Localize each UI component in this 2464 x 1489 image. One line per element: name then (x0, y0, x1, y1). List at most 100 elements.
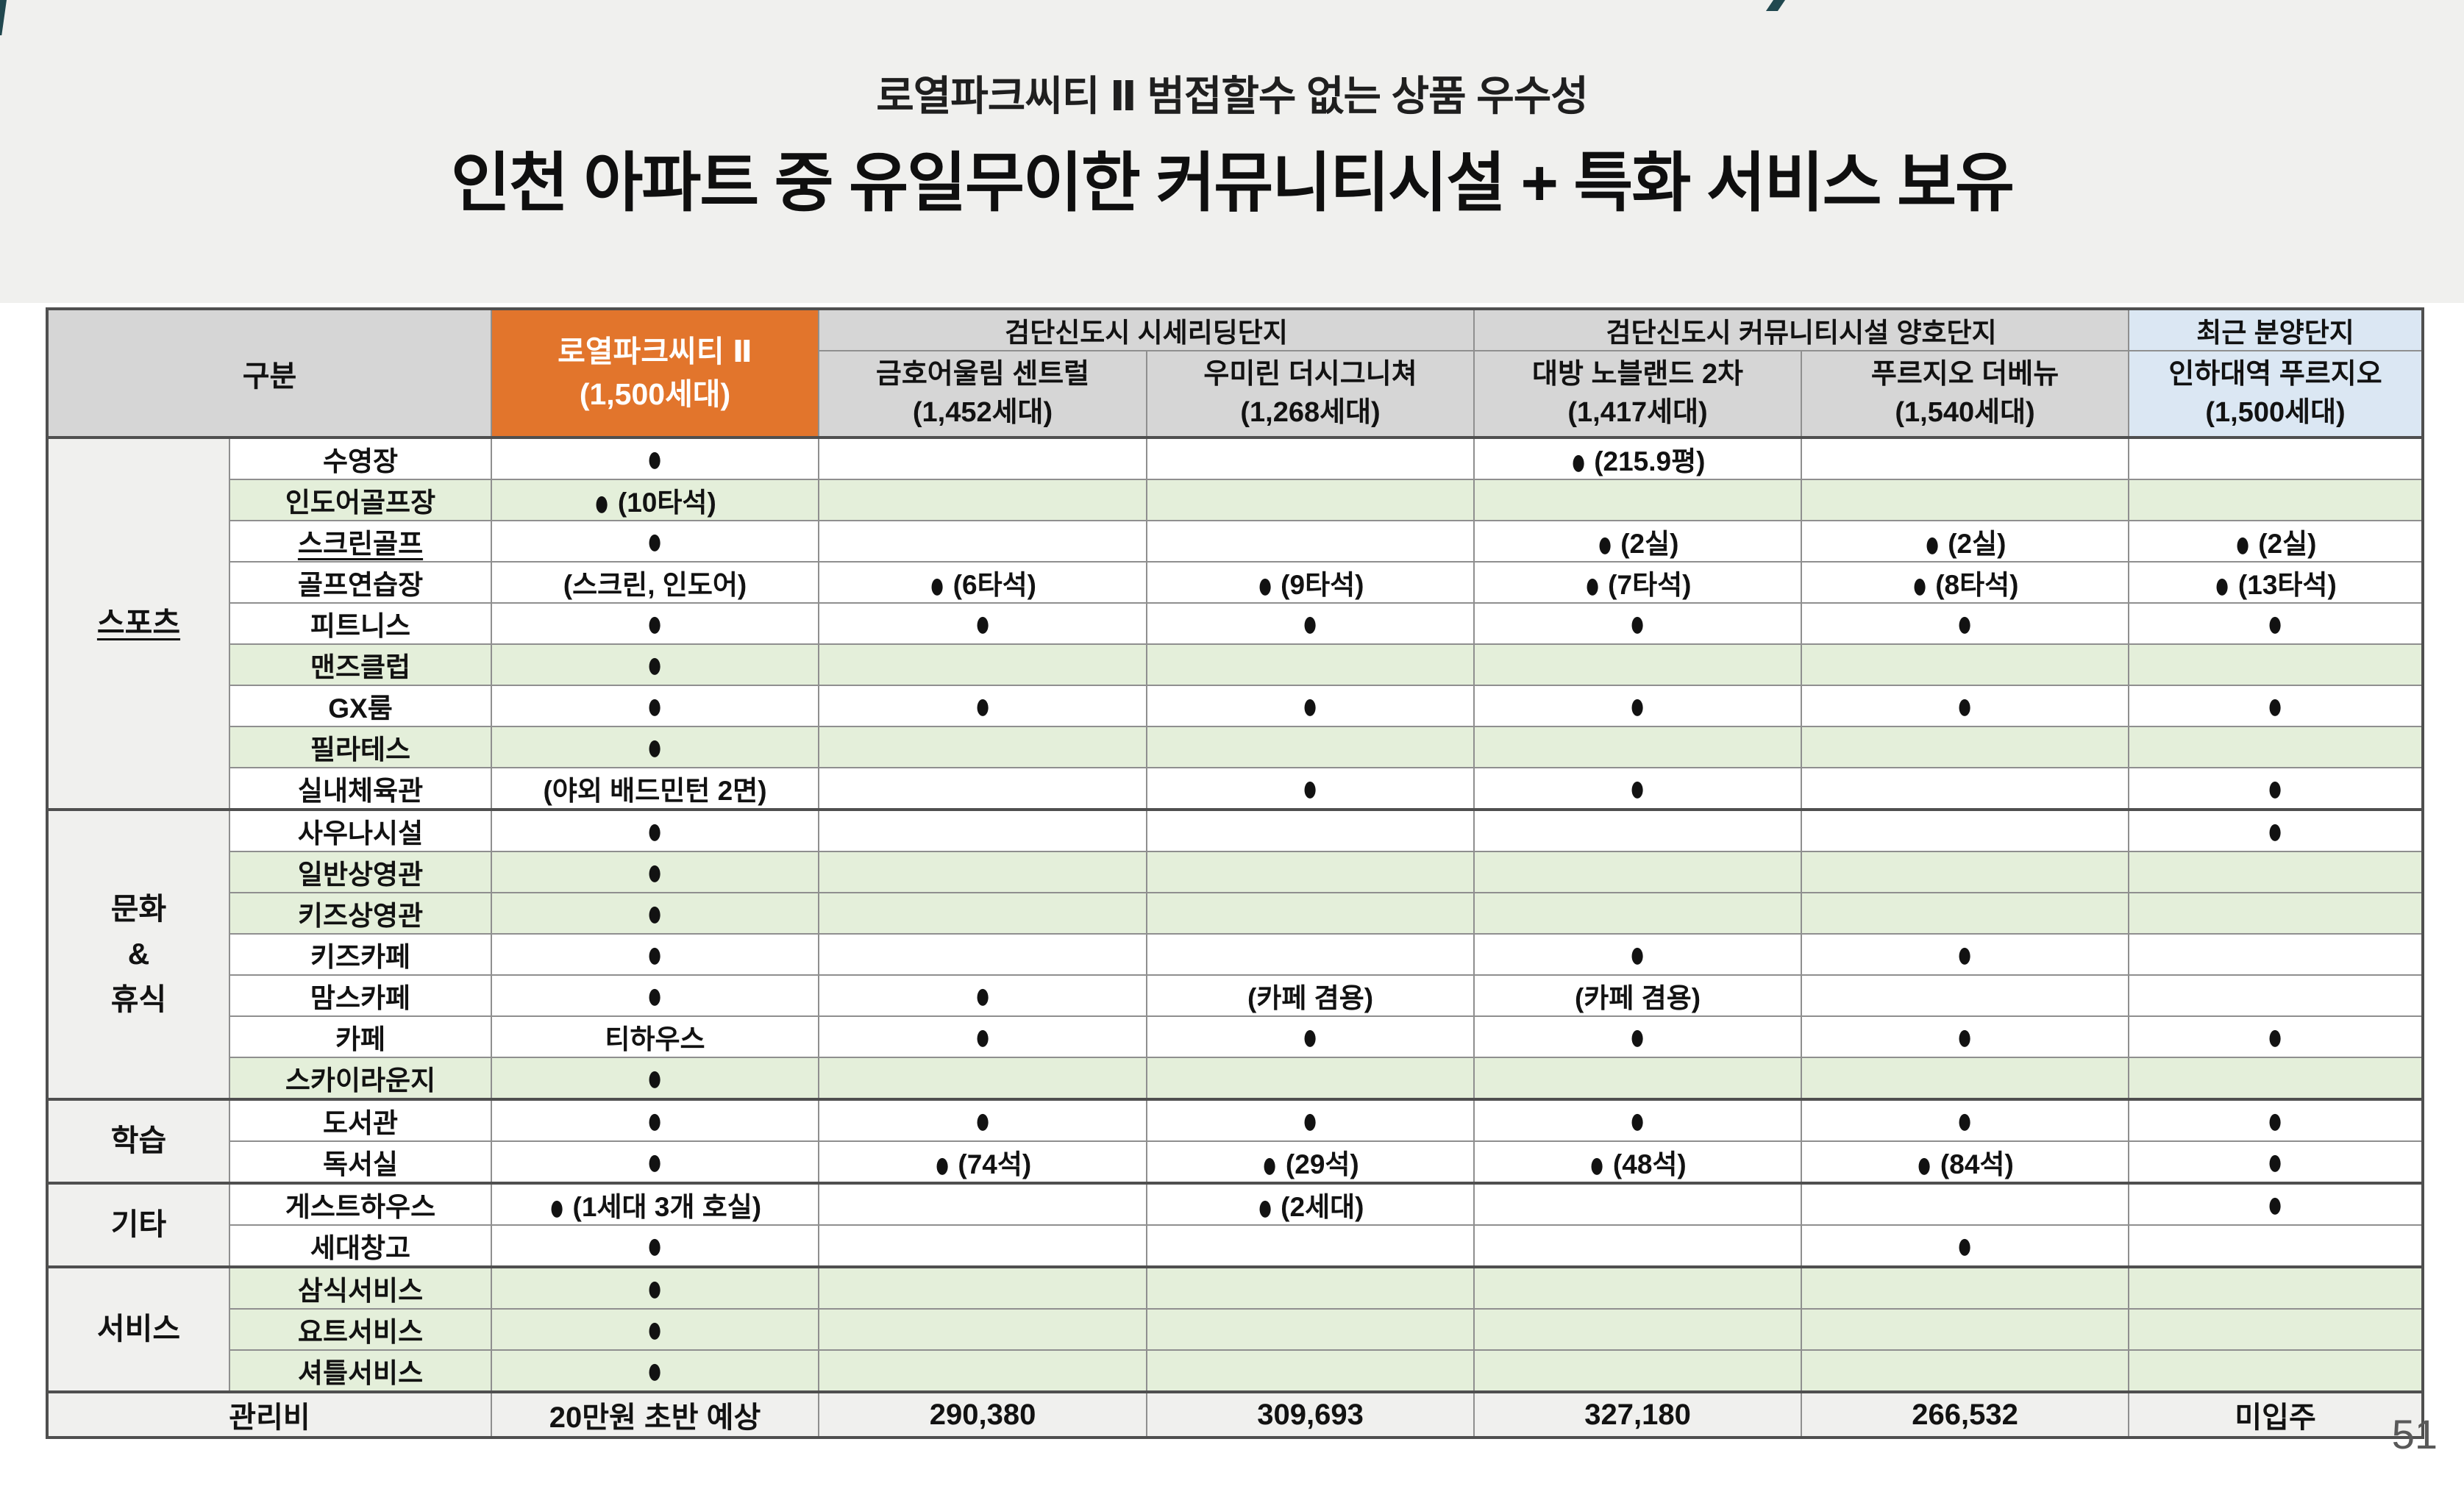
table-row: 셔틀서비스 ● (47, 1349, 2424, 1393)
bullet-dot: ● (1589, 1142, 1606, 1183)
value-cell: ● (2실) (2128, 520, 2424, 563)
facility-cell: 카페 (228, 1015, 493, 1058)
bullet-dot: ● (2267, 1016, 2284, 1057)
value-cell (1801, 892, 2130, 935)
value-cell: ● (1473, 1015, 1803, 1058)
value-cell: ● (491, 892, 820, 935)
value-cell: (야외 배드민턴 2면) (491, 767, 820, 810)
facility-cell: 키즈카페 (228, 933, 493, 976)
bullet-dot: ● (647, 1141, 663, 1183)
value-cell (818, 1308, 1148, 1351)
column-header: 푸르지오 더베뉴 (1,540세대) (1801, 350, 2130, 438)
value-cell (818, 808, 1148, 852)
bullet-dot: ● (647, 603, 663, 644)
bullet-dot: ● (975, 975, 991, 1016)
value-cell (1473, 1265, 1803, 1310)
bullet-dot: ● (1302, 685, 1319, 726)
value-cell (2128, 974, 2424, 1017)
bullet-dot: ● (1924, 521, 1940, 562)
bullet-dot: ● (647, 893, 663, 934)
value-cell: ● (1473, 767, 1803, 810)
value-cell (1801, 851, 2130, 893)
bullet-dot: ● (2267, 768, 2284, 810)
value-cell (2128, 643, 2424, 686)
column-header: 금호어울림 센트럴 (1,452세대) (818, 350, 1148, 438)
value-cell (818, 1265, 1148, 1310)
value-cell (818, 1182, 1148, 1226)
column-name: 인하대역 푸르지오 (2168, 359, 2382, 390)
value-cell (1473, 808, 1803, 852)
value-cell (1146, 851, 1475, 893)
value-cell: ● (818, 1015, 1148, 1058)
value-cell (1146, 1349, 1475, 1393)
value-cell (1473, 1182, 1803, 1226)
highlight-column-units: (1,500세대) (579, 376, 731, 411)
value-cell (1146, 520, 1475, 563)
group-label: & (127, 937, 150, 971)
facility-cell: 삼식서비스 (228, 1265, 493, 1310)
value-cell: ● (818, 685, 1148, 727)
column-name: 금호어울림 센트럴 (875, 359, 1090, 390)
table-row: 키즈상영관 ● (47, 892, 2424, 935)
value-cell: ● (491, 1224, 820, 1268)
value-cell: ● (1146, 767, 1475, 810)
value-cell: ● (1801, 602, 2130, 645)
table-row: 키즈카페 ● ● ● (47, 933, 2424, 976)
value-cell: ● (2실) (1473, 520, 1803, 563)
value-cell (1801, 1057, 2130, 1100)
value-cell: ● (1801, 933, 2130, 976)
comparison-table-body: 구분 로열파크씨티 Ⅱ (1,500세대) 검단신도시 시세리딩단지 검단신도시 커뮤니… (46, 308, 2424, 1438)
table-row: 골프연습장 (스크린, 인도어) ● (6타석) ● (9타석) ● (7타석) ● (8… (47, 561, 2424, 604)
maintenance-fee-value: 327,180 (1473, 1390, 1803, 1438)
facility-cell: 인도어골프장 (228, 479, 493, 521)
top-band (0, 0, 2464, 303)
value-cell: ● (491, 974, 820, 1017)
bullet-dot: ● (975, 603, 991, 644)
value-cell: ● (491, 1098, 820, 1142)
table-row: 스포츠 수영장 ● ● (215.9평) (46, 436, 2424, 810)
value-cell: ● (7타석) (1473, 561, 1803, 604)
value-cell (1801, 974, 2130, 1017)
value-cell: ● (1801, 1015, 2130, 1058)
facility-cell: 세대창고 (228, 1224, 493, 1268)
value-cell (1801, 1349, 2130, 1393)
bullet-dot: ● (1302, 1016, 1319, 1057)
bullet-dot: ● (647, 521, 663, 562)
facility-cell: 필라테스 (228, 726, 493, 768)
value-cell (818, 1057, 1148, 1100)
value-cell (818, 726, 1148, 768)
column-header: 우미린 더시그니쳐 (1,268세대) (1146, 350, 1475, 438)
table-row: 학습 도서관 ● ● ● ● ● ● (46, 1098, 2424, 1184)
group-cell: 기타 (46, 1182, 230, 1268)
value-cell (818, 643, 1148, 686)
bullet-dot: ● (2267, 603, 2284, 644)
value-cell: ● (84석) (1801, 1140, 2130, 1184)
value-cell: ● (2128, 1182, 2424, 1226)
bullet-dot: ● (1302, 603, 1319, 644)
table-header-row-complexes: 금호어울림 센트럴 (1,452세대) 우미린 더시그니쳐 (1,268세대) 대방 노… (47, 350, 2424, 438)
bullet-dot: ● (1570, 439, 1587, 479)
value-cell (2128, 1349, 2424, 1393)
column-units: (1,417세대) (1567, 396, 1708, 428)
value-cell: ● (2128, 685, 2424, 727)
bullet-dot: ● (647, 685, 663, 726)
bullet-dot: ● (1629, 1016, 1646, 1057)
bullet-dot: ● (1629, 1099, 1646, 1141)
value-cell: ● (491, 808, 820, 852)
bullet-dot: ● (1629, 768, 1646, 810)
comparison-table: 구분 로열파크씨티 Ⅱ (1,500세대) 검단신도시 시세리딩단지 검단신도시 커뮤니… (46, 307, 2425, 1439)
value-cell: ● (491, 933, 820, 976)
bullet-dot: ● (549, 1185, 565, 1225)
facility-cell: 키즈상영관 (228, 892, 493, 935)
value-cell: ● (1세대 3개 호실) (491, 1182, 820, 1226)
value-cell (1473, 1224, 1803, 1268)
value-cell: ● (818, 974, 1148, 1017)
value-cell: ● (74석) (818, 1140, 1148, 1184)
value-cell: (카페 겸용) (1146, 974, 1475, 1017)
value-cell (818, 479, 1148, 521)
value-cell: ● (2128, 1015, 2424, 1058)
table-row: GX룸 ● ● ● ● ● ● (47, 685, 2424, 727)
value-cell: ● (818, 602, 1148, 645)
group-label: 서비스 (96, 1312, 181, 1346)
